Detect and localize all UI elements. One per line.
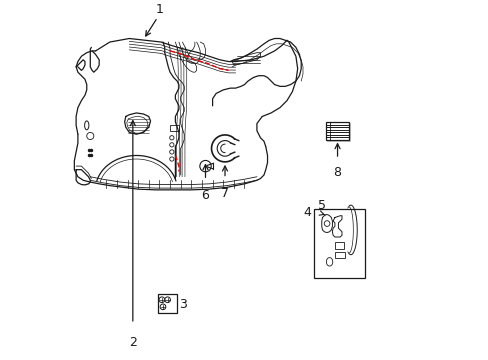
Text: 3: 3: [179, 298, 186, 311]
Bar: [334, 242, 343, 249]
Bar: [327, 123, 350, 141]
Text: 6: 6: [201, 189, 209, 202]
Text: 5: 5: [317, 199, 325, 212]
Bar: [170, 125, 179, 131]
Text: 8: 8: [333, 166, 341, 179]
Text: 4: 4: [303, 206, 310, 219]
Text: 7: 7: [221, 188, 228, 201]
Bar: [325, 122, 348, 140]
Bar: [157, 294, 177, 313]
Bar: [313, 209, 364, 278]
Bar: [334, 252, 344, 258]
Text: 1: 1: [155, 3, 163, 16]
Text: 2: 2: [129, 336, 137, 349]
